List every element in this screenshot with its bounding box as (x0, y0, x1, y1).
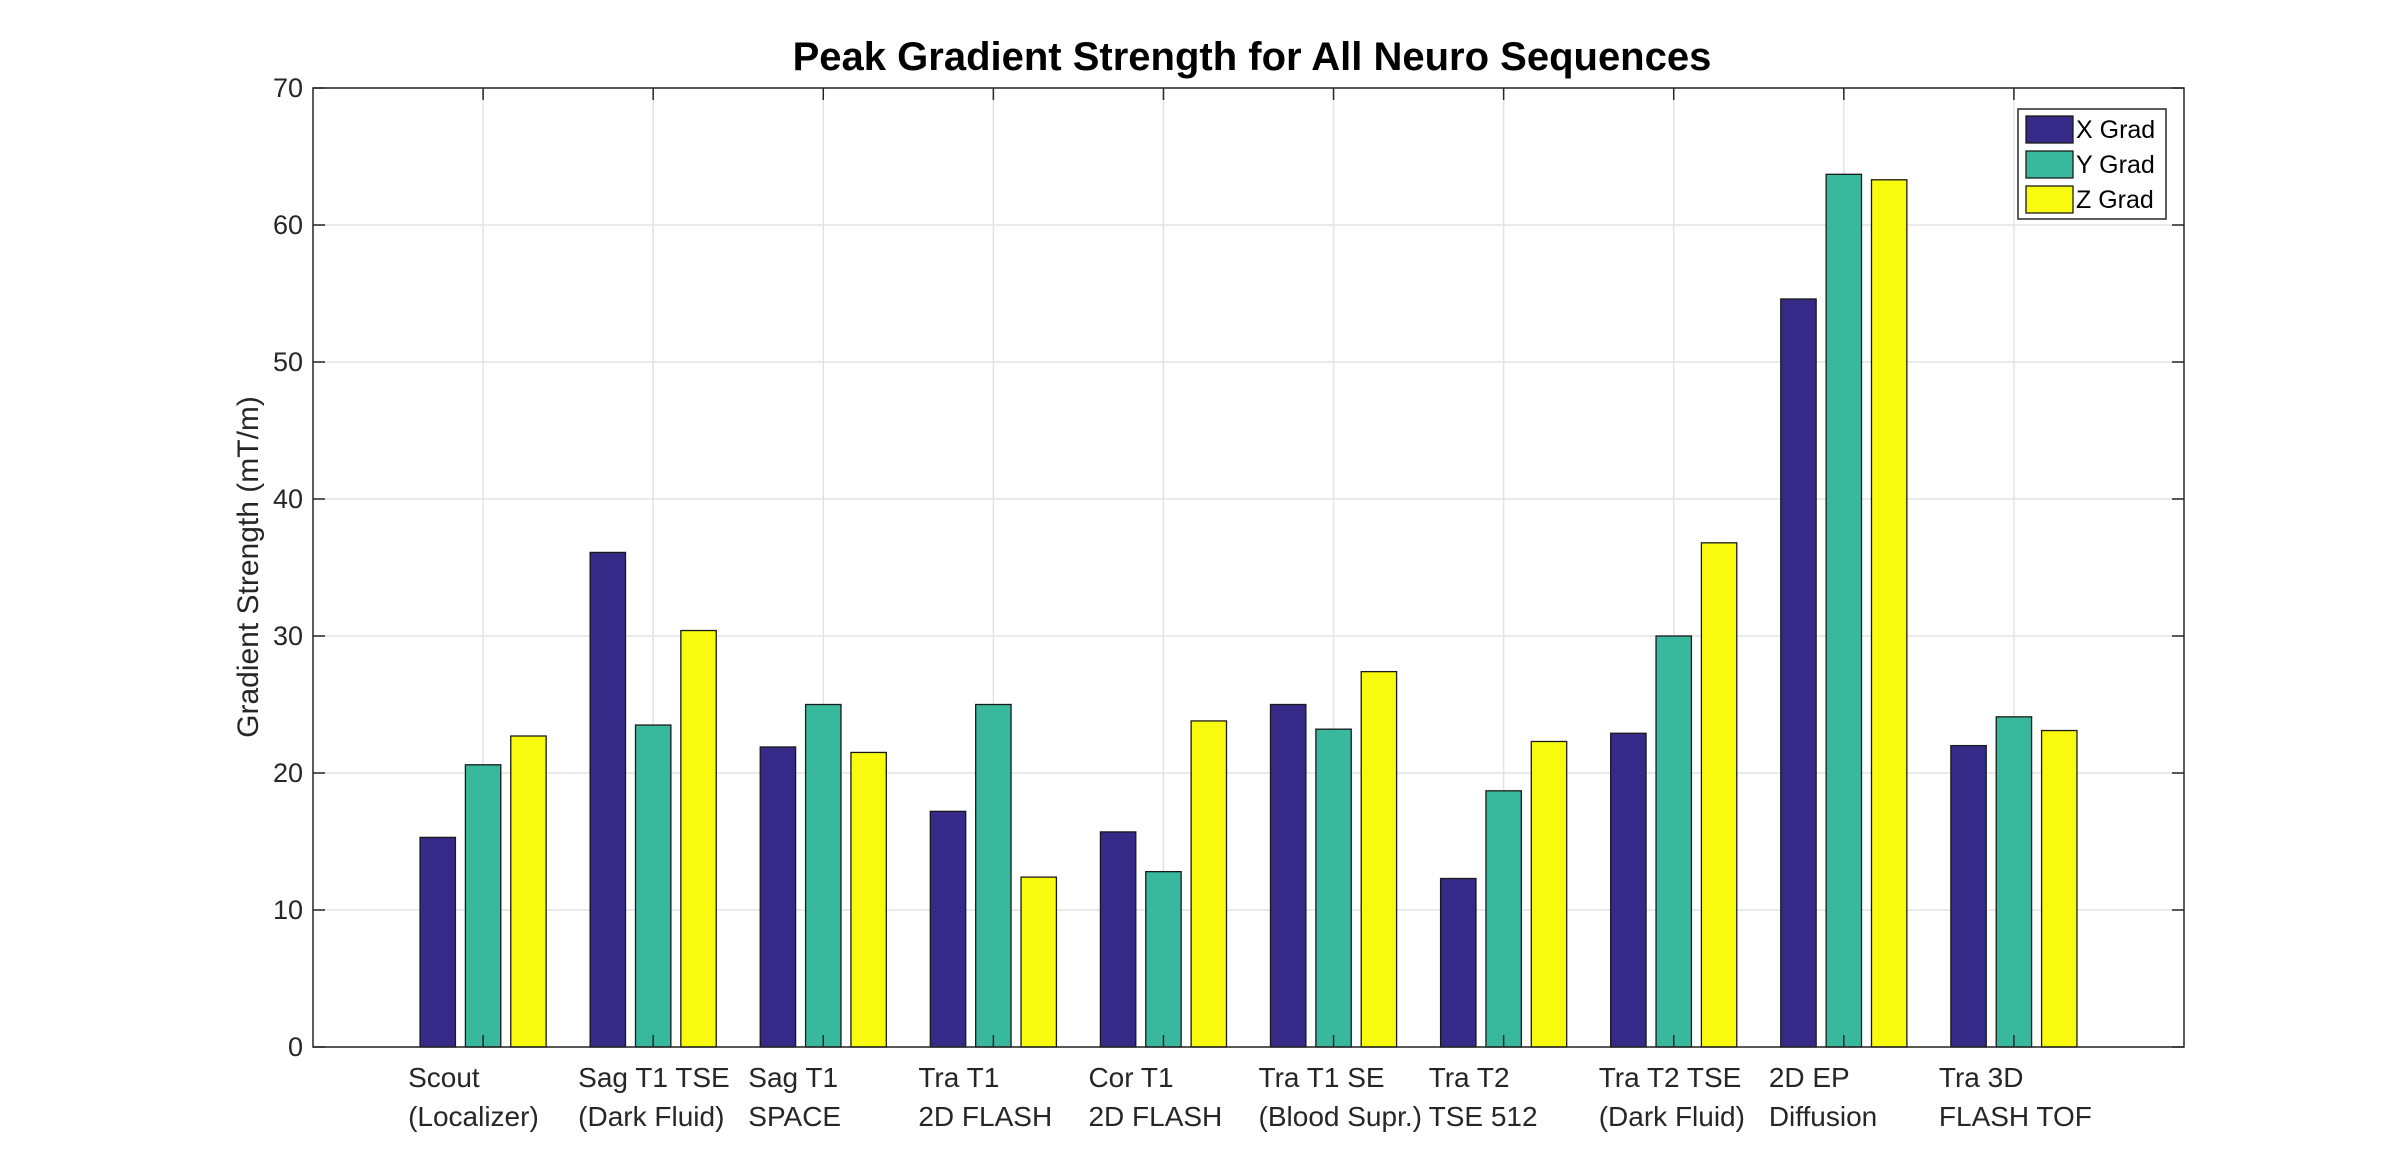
x-tick-label: 2D FLASH (918, 1101, 1052, 1132)
bar-z-grad (850, 751, 887, 1048)
bar-x-grad (1269, 703, 1307, 1048)
bar-x-grad (759, 746, 797, 1048)
x-tick-label: Tra 3D (1939, 1062, 2024, 1093)
bar-x-grad (1780, 298, 1817, 1048)
x-tick-label: 2D FLASH (1088, 1101, 1222, 1132)
x-tick-label: TSE 512 (1429, 1101, 1538, 1132)
bar-y-grad (804, 703, 842, 1048)
bar-z-grad (1360, 670, 1398, 1048)
bar-y-grad (1655, 635, 1693, 1048)
y-axis-label: Gradient Strength (mT/m) (232, 396, 265, 738)
legend-label: Y Grad (2076, 151, 2155, 179)
x-tick-label: Tra T1 (918, 1062, 999, 1093)
y-tick-label: 0 (288, 1032, 303, 1062)
bar-z-grad (1870, 179, 1908, 1048)
y-tick-label: 70 (273, 73, 303, 103)
y-tick-label: 40 (273, 484, 303, 514)
legend-swatch (2025, 150, 2074, 179)
y-tick-label: 10 (273, 895, 303, 925)
bar-y-grad (1485, 790, 1522, 1048)
bar-y-grad (1995, 716, 2033, 1048)
x-tick-label: (Blood Supr.) (1259, 1101, 1422, 1132)
bar-x-grad (1099, 831, 1137, 1048)
x-tick-label: Scout (408, 1062, 480, 1093)
chart-title: Peak Gradient Strength for All Neuro Seq… (793, 35, 1712, 79)
legend-label: Z Grad (2076, 186, 2154, 214)
bar-z-grad (1530, 740, 1568, 1048)
bar-x-grad (589, 551, 627, 1048)
bar-z-grad (1190, 720, 1228, 1048)
x-tick-label: Cor T1 (1088, 1062, 1173, 1093)
legend-label: X Grad (2076, 116, 2155, 144)
bar-y-grad (975, 703, 1012, 1048)
axes: 0 10 20 30 40 50 60 70 Scout (Localizer) Sag T1 TS… (273, 73, 2185, 1132)
legend: X Grad Y Grad Z Grad (2017, 108, 2167, 220)
bar-y-grad (1825, 173, 1863, 1048)
x-tick-label: Sag T1 (748, 1062, 838, 1093)
x-tick-label: SPACE (748, 1101, 841, 1132)
bar-z-grad (680, 629, 717, 1048)
bar-z-grad (510, 735, 547, 1048)
y-tick-label: 60 (273, 210, 303, 240)
bar-x-grad (419, 836, 457, 1048)
y-tick-label: 50 (273, 347, 303, 377)
bar-z-grad (1700, 542, 1738, 1048)
x-tick-label: (Dark Fluid) (1599, 1101, 1745, 1132)
y-tick-label: 30 (273, 621, 303, 651)
x-tick-label: Tra T2 TSE (1599, 1062, 1742, 1093)
bar-x-grad (1439, 877, 1477, 1048)
bar-y-grad (464, 764, 502, 1048)
bar-z-grad (1020, 876, 1058, 1048)
x-tick-label: (Dark Fluid) (578, 1101, 724, 1132)
bar-x-grad (1610, 732, 1647, 1048)
x-tick-label: FLASH TOF (1939, 1101, 2092, 1132)
x-tick-label: Tra T1 SE (1259, 1062, 1385, 1093)
bar-z-grad (2040, 729, 2078, 1048)
legend-swatch (2025, 115, 2074, 144)
legend-swatch (2025, 185, 2074, 214)
x-tick-label: (Localizer) (408, 1101, 539, 1132)
x-tick-label: Diffusion (1769, 1101, 1877, 1132)
axes-box (312, 87, 2185, 1048)
x-tick-label: Sag T1 TSE (578, 1062, 730, 1093)
bar-y-grad (1145, 870, 1182, 1048)
bar-x-grad (929, 810, 967, 1048)
bar-y-grad (1315, 728, 1352, 1048)
y-tick-label: 20 (273, 758, 303, 788)
bar-y-grad (634, 724, 672, 1048)
x-tick-label: Tra T2 (1429, 1062, 1510, 1093)
bar-x-grad (1950, 744, 1987, 1048)
x-tick-label: 2D EP (1769, 1062, 1850, 1093)
